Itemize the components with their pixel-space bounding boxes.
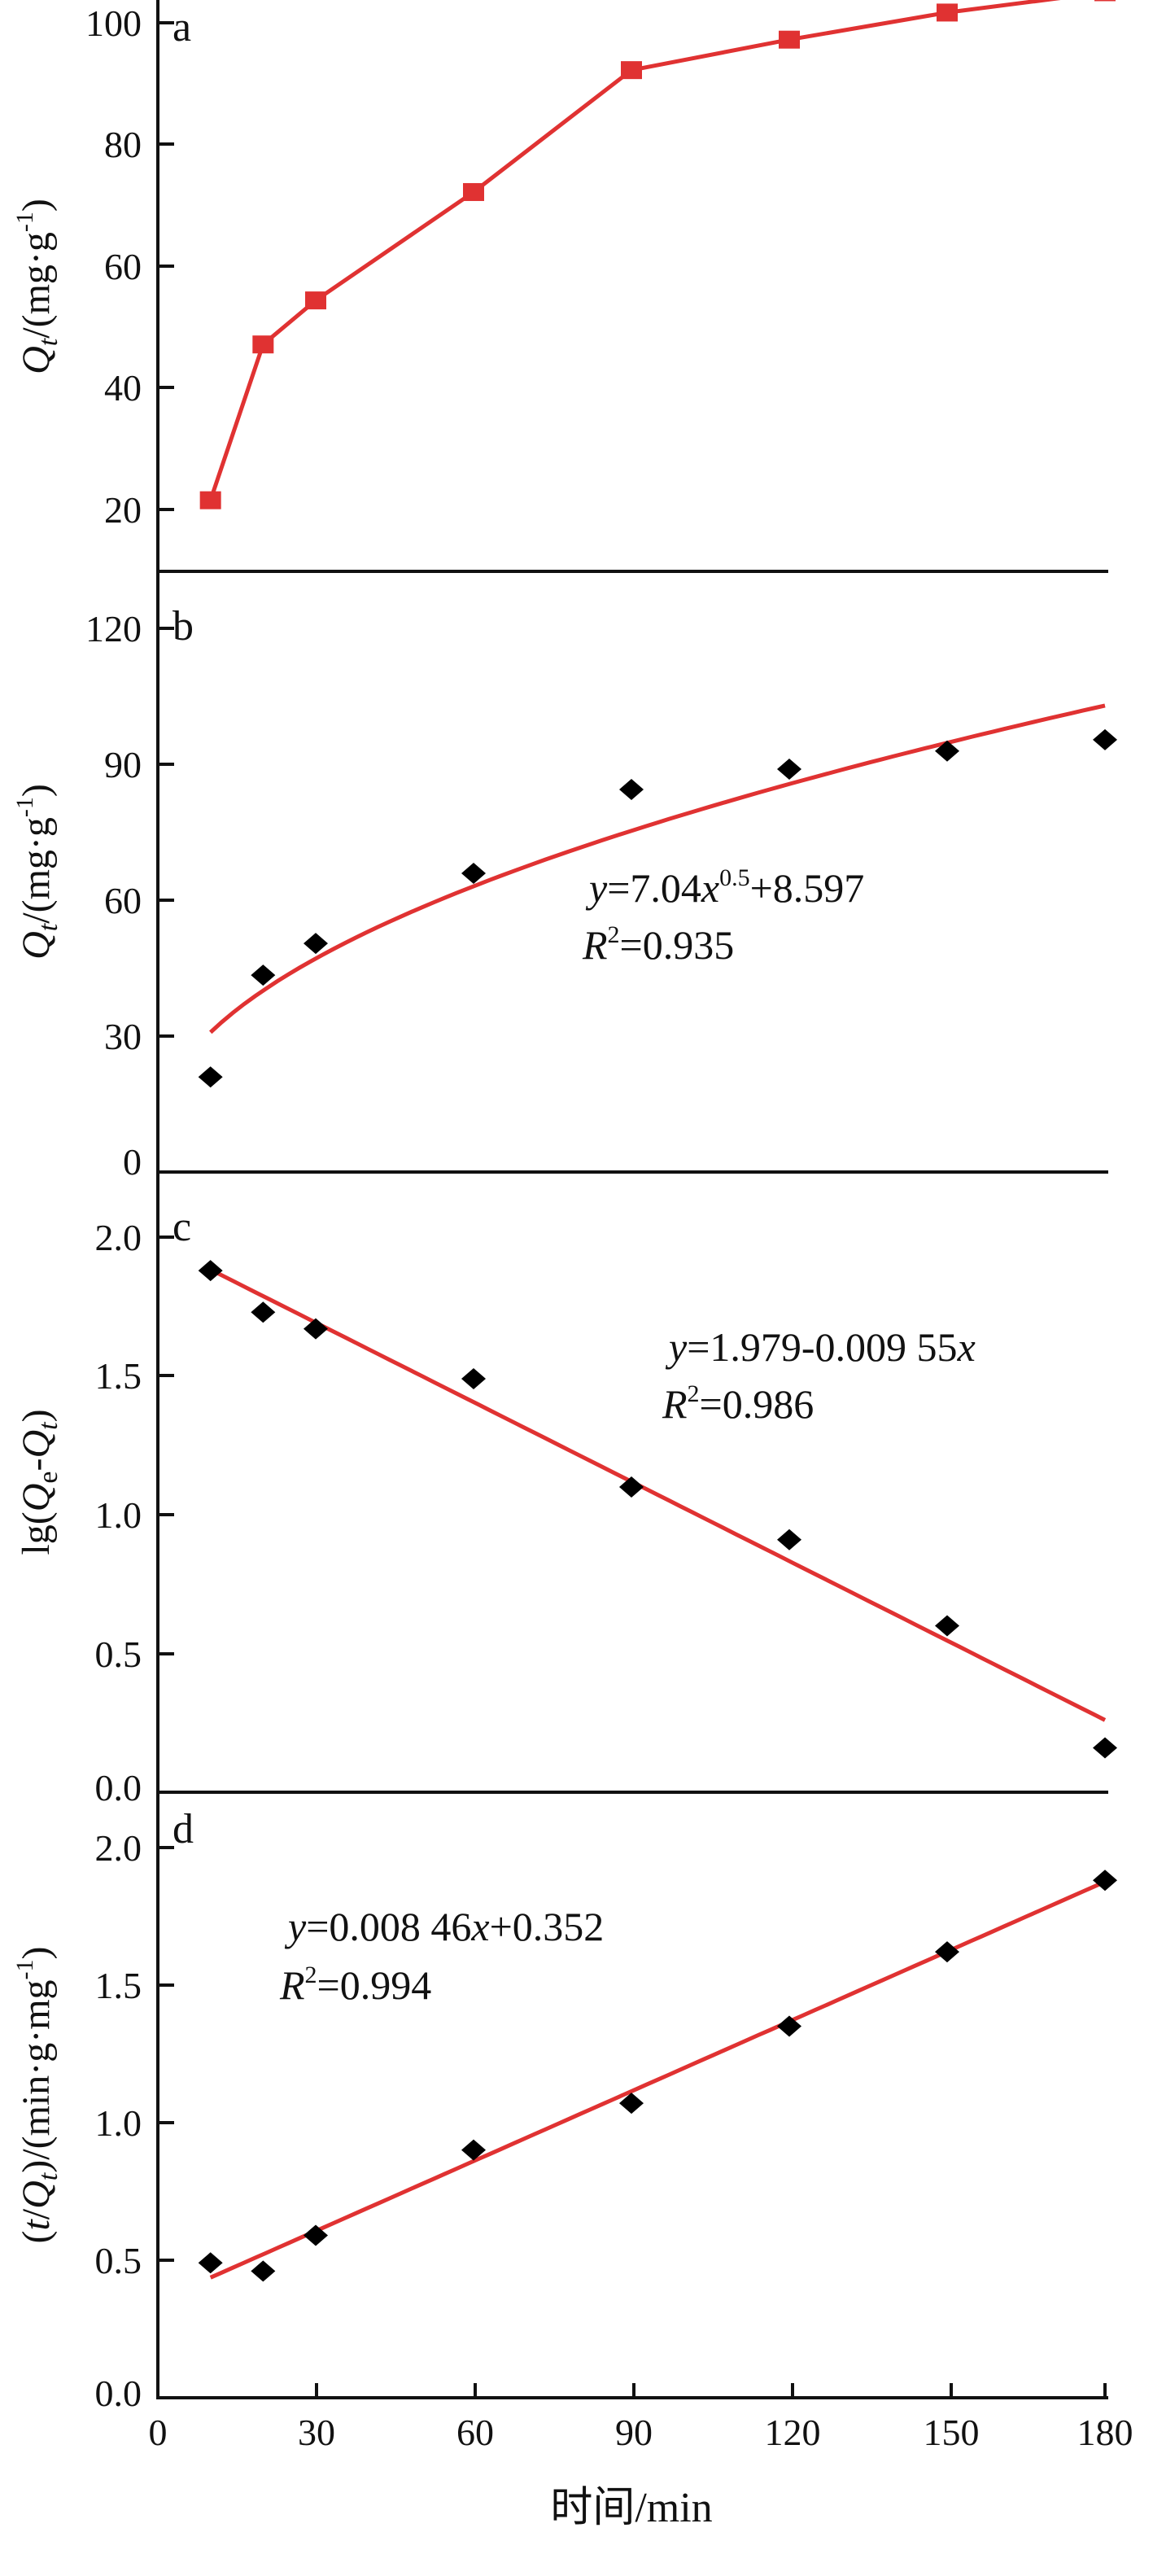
panel-d-marks [198, 1870, 1117, 2282]
panel-d-x-tick-label: 90 [615, 2412, 653, 2453]
panel-d-data-point [304, 2224, 328, 2246]
panel-c-y-tick-label: 0.0 [95, 1767, 142, 1808]
panel-c-data-point [304, 1318, 328, 1340]
panel-b-data-point [461, 862, 486, 884]
panel-d-fit-line [209, 1879, 1107, 2280]
panel-a-data-point [621, 61, 642, 80]
panel-a-y-tick-label: 20 [104, 489, 142, 531]
panel-d-data-point [461, 2139, 486, 2161]
panel-d-y-ticks: 0.0 0.5 1.0 1.5 2.0 [95, 1827, 174, 2414]
panel-b-y-tick-label: 0 [123, 1141, 142, 1183]
panel-d-y-tick-label: 2.0 [95, 1827, 142, 1869]
panel-d-data-point [777, 2015, 801, 2037]
panel-d-data-point [619, 2093, 644, 2115]
panel-a: 20 40 60 80 100 a Qt/(mg·g-1) [11, 0, 1116, 573]
panel-d-x-ticks: 0 30 60 90 120 150 180 [149, 2383, 1133, 2453]
panel-b-y-tick-label: 90 [104, 744, 142, 785]
panel-b-data-point [1093, 728, 1117, 750]
panel-d-x-tick-label: 150 [924, 2412, 980, 2453]
panel-c-fit-line [209, 1267, 1107, 1722]
panel-d-data-point [935, 1941, 959, 1963]
panel-a-data-point [937, 3, 958, 22]
panel-b-data-point [304, 933, 328, 955]
panel-b-y-tick-label: 60 [104, 880, 142, 921]
panel-c-data-point [461, 1368, 486, 1390]
panel-c-data-point [935, 1615, 959, 1637]
panel-c-data-point [251, 1301, 276, 1323]
panel-c-y-ticks: 0.0 0.5 1.0 1.5 2.0 [95, 1217, 174, 1808]
panel-a-data-point [305, 291, 326, 310]
panel-b: 0 30 60 90 120 b Qt/(mg·g-1) y=7.04x0.5+… [11, 571, 1117, 1183]
panel-c-y-axis-label: lg(Qe-Qt) [15, 1409, 63, 1555]
panel-a-data-point [463, 182, 484, 201]
panel-d-y-tick-label: 1.0 [95, 2102, 142, 2144]
panel-a-y-tick-label: 80 [104, 124, 142, 165]
panel-c-data-point [1093, 1737, 1117, 1759]
panel-d-x-tick-label: 120 [765, 2412, 821, 2453]
panel-c-r-squared: R2=0.986 [662, 1380, 814, 1427]
panel-d-fit-equation: y=0.008 46x+0.352 [284, 1904, 604, 1949]
panel-a-y-tick-label: 40 [104, 367, 142, 409]
panel-a-series-line [208, 0, 1061, 501]
panel-c-y-tick-label: 1.0 [95, 1494, 142, 1536]
panel-b-fit-line [209, 703, 1106, 1034]
panel-a-marks [199, 0, 1116, 510]
panel-a-data-point [252, 335, 274, 354]
panel-c-y-tick-label: 2.0 [95, 1217, 142, 1258]
panel-d-data-point [198, 2252, 223, 2274]
panel-b-y-axis-label: Qt/(mg·g-1) [11, 784, 63, 960]
panel-d-data-point [1093, 1870, 1117, 1892]
panel-b-y-tick-label: 120 [85, 608, 142, 649]
panel-b-r-squared: R2=0.935 [582, 921, 734, 968]
panel-d-y-axis-label: (t/Qt)/(min·g·mg-1) [11, 1946, 63, 2243]
panel-d-y-tick-label: 0.5 [95, 2240, 142, 2281]
panel-a-label: a [173, 4, 191, 50]
panel-d-label: d [173, 1806, 194, 1852]
panel-b-fit-equation: y=7.04x0.5+8.597 [585, 864, 864, 911]
panel-c-data-point [198, 1260, 223, 1282]
panel-d-y-tick-label: 0.0 [95, 2373, 142, 2414]
panel-a-y-axis-label: Qt/(mg·g-1) [11, 199, 63, 374]
panel-b-marks [198, 703, 1117, 1088]
x-axis-label: 时间/min [550, 2485, 712, 2531]
panel-d-x-tick-label: 30 [298, 2412, 335, 2453]
panel-b-y-tick-label: 30 [104, 1016, 142, 1057]
panel-b-data-point [777, 759, 801, 781]
panel-d-y-tick-label: 1.5 [95, 1965, 142, 2006]
panel-c-fit-equation: y=1.979-0.009 55x [665, 1324, 976, 1370]
panel-b-data-point [619, 779, 644, 801]
panel-d-x-tick-label: 0 [149, 2412, 168, 2453]
panel-a-y-tick-label: 60 [104, 246, 142, 287]
panel-d: 0.0 0.5 1.0 1.5 2.0 0 30 60 90 120 150 1… [11, 1792, 1133, 2453]
panel-b-data-point [251, 964, 276, 986]
panel-b-data-point [198, 1066, 223, 1088]
panel-c-data-point [619, 1476, 644, 1498]
panel-d-r-squared: R2=0.994 [279, 1962, 431, 2008]
panel-b-data-point [935, 740, 959, 762]
panel-c: 0.0 0.5 1.0 1.5 2.0 c lg(Qe-Qt) y=1.979-… [15, 1172, 1117, 1808]
panel-a-y-ticks: 20 40 60 80 100 [85, 2, 174, 531]
panel-a-data-point [199, 491, 221, 510]
panel-c-y-tick-label: 0.5 [95, 1634, 142, 1675]
panel-c-marks [198, 1260, 1117, 1759]
panel-c-label: c [173, 1204, 191, 1250]
panel-c-data-point [777, 1529, 801, 1550]
panel-d-data-point [251, 2260, 276, 2282]
panel-b-y-ticks: 0 30 60 90 120 [85, 608, 174, 1183]
panel-a-data-point [1094, 0, 1116, 2]
panel-d-x-tick-label: 180 [1077, 2412, 1133, 2453]
panel-a-data-point [779, 30, 800, 49]
panel-d-x-tick-label: 60 [456, 2412, 494, 2453]
panel-b-label: b [173, 603, 194, 649]
panel-a-y-tick-label: 100 [85, 2, 142, 44]
panel-c-y-tick-label: 1.5 [95, 1355, 142, 1397]
